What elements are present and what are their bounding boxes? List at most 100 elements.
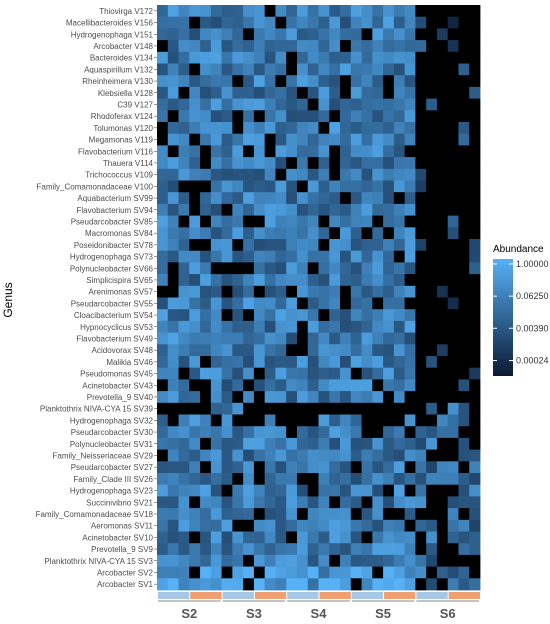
heatmap-cell xyxy=(232,508,244,521)
heatmap-cell xyxy=(415,402,427,415)
heatmap-cell xyxy=(447,496,459,509)
legend-break-label: 0.00024 xyxy=(516,356,549,366)
heatmap-cell xyxy=(243,391,255,404)
heatmap-cell xyxy=(383,578,395,591)
heatmap-cell xyxy=(361,192,373,205)
heatmap-cell xyxy=(296,168,309,181)
heatmap-cell xyxy=(157,437,169,450)
heatmap-cell xyxy=(286,40,298,53)
heatmap-cell xyxy=(469,344,481,357)
heatmap-cell xyxy=(415,203,427,216)
heatmap-cell xyxy=(275,543,287,556)
heatmap-cell xyxy=(221,239,233,252)
heatmap-cell xyxy=(350,262,362,275)
heatmap-cell xyxy=(469,122,481,135)
heatmap-cell xyxy=(253,367,266,380)
heatmap-cell xyxy=(340,180,352,193)
heatmap-cell xyxy=(200,426,212,439)
heatmap-cell xyxy=(307,5,319,18)
heatmap-cell xyxy=(210,215,222,228)
heatmap-cell xyxy=(221,578,233,591)
heatmap-cell xyxy=(415,554,427,567)
heatmap-cell xyxy=(318,203,330,216)
heatmap-cell xyxy=(340,297,352,310)
heatmap-cell xyxy=(286,168,298,181)
heatmap-cell xyxy=(404,496,416,509)
heatmap-cell xyxy=(243,122,255,135)
heatmap-cell xyxy=(415,519,427,532)
heatmap-cell xyxy=(415,484,427,497)
heatmap-cell xyxy=(318,5,330,18)
heatmap-cell xyxy=(253,285,266,298)
heatmap-cell xyxy=(286,402,298,415)
heatmap-cell xyxy=(243,239,255,252)
heatmap-cell xyxy=(275,402,287,415)
heatmap-cell xyxy=(329,227,341,240)
heatmap-cell xyxy=(189,192,201,205)
heatmap-cell xyxy=(286,320,298,333)
heatmap-cell xyxy=(232,5,244,18)
heatmap-cell xyxy=(415,426,427,439)
heatmap-cell xyxy=(178,122,190,135)
heatmap-cell xyxy=(307,75,319,88)
heatmap-cell xyxy=(372,285,384,298)
heatmap-cell xyxy=(178,157,190,170)
heatmap-cell xyxy=(275,367,287,380)
heatmap-cell xyxy=(329,98,341,111)
heatmap-cell xyxy=(458,215,470,228)
heatmap-cell xyxy=(383,110,395,123)
heatmap-cell xyxy=(296,566,309,579)
heatmap-cell xyxy=(253,309,266,322)
heatmap-cell xyxy=(243,16,255,29)
heatmap-cell xyxy=(426,40,438,53)
heatmap-cell xyxy=(447,239,459,252)
heatmap-cell xyxy=(458,344,470,357)
heatmap-cell xyxy=(350,274,362,287)
heatmap-cell xyxy=(458,297,470,310)
heatmap-cell xyxy=(329,192,341,205)
heatmap-cell xyxy=(350,426,362,439)
heatmap-cell xyxy=(340,63,352,76)
heatmap-cell xyxy=(307,379,319,392)
heatmap-cell xyxy=(210,145,222,158)
heatmap-cell xyxy=(318,122,330,135)
heatmap-cell xyxy=(296,28,309,41)
heatmap-cell xyxy=(318,531,330,544)
heatmap-cell xyxy=(350,344,362,357)
heatmap-cell xyxy=(458,16,470,29)
heatmap-cell xyxy=(275,285,287,298)
heatmap-cell xyxy=(232,367,244,380)
heatmap-cell xyxy=(447,320,459,333)
heatmap-cell xyxy=(350,554,362,567)
heatmap-cell xyxy=(318,40,330,53)
y-tick-label: Klebsiella V128 xyxy=(98,89,154,98)
heatmap-cell xyxy=(264,16,276,29)
heatmap-cell xyxy=(243,484,255,497)
heatmap-cell xyxy=(436,285,449,298)
heatmap-cell xyxy=(221,122,233,135)
heatmap-cell xyxy=(436,5,449,18)
heatmap-cell xyxy=(264,543,276,556)
heatmap-cell xyxy=(447,344,459,357)
heatmap-cell xyxy=(178,145,190,158)
heatmap-cell xyxy=(307,203,319,216)
heatmap-cell xyxy=(157,239,169,252)
heatmap-cell xyxy=(329,496,341,509)
heatmap-cell xyxy=(253,98,266,111)
heatmap-cell xyxy=(243,110,255,123)
heatmap-cell xyxy=(436,274,449,287)
heatmap-cell xyxy=(404,227,416,240)
heatmap-cell xyxy=(415,496,427,509)
heatmap-cell xyxy=(318,133,330,146)
heatmap-cell xyxy=(264,51,276,64)
heatmap-cell xyxy=(458,484,470,497)
heatmap-cell xyxy=(415,168,427,181)
heatmap-cell xyxy=(296,344,309,357)
y-tick-label: Tolumonas V120 xyxy=(93,124,153,133)
legend-colorbar xyxy=(493,259,513,376)
heatmap-cell xyxy=(415,320,427,333)
heatmap-cell xyxy=(469,332,481,345)
y-tick-label: Arcobacter SV1 xyxy=(97,580,154,589)
heatmap-cell xyxy=(426,133,438,146)
sample-bar-segment xyxy=(190,592,222,599)
